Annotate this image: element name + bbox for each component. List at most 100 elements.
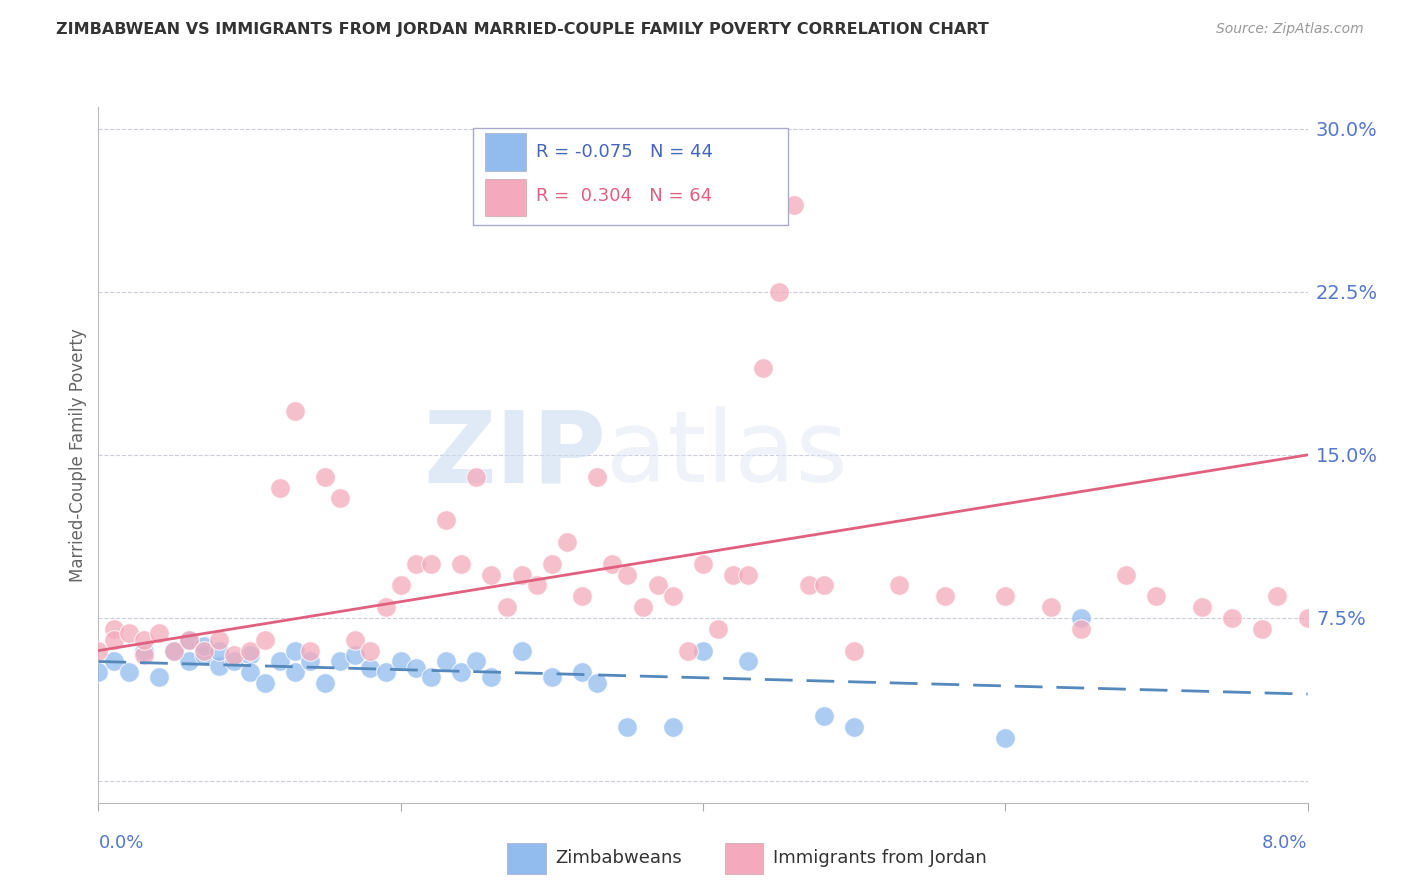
Text: R = -0.075   N = 44: R = -0.075 N = 44 [536, 143, 713, 161]
Point [707, 622, 730, 636]
Point [631, 600, 654, 615]
Text: ZIP: ZIP [423, 407, 606, 503]
Point [344, 648, 367, 662]
Text: 0.0%: 0.0% [98, 834, 143, 852]
Point [768, 285, 790, 299]
Text: Immigrants from Jordan: Immigrants from Jordan [773, 849, 987, 867]
FancyBboxPatch shape [508, 843, 546, 874]
Point [344, 632, 367, 647]
Point [359, 643, 381, 657]
Point [465, 655, 488, 669]
Point [479, 567, 503, 582]
Point [389, 578, 412, 592]
Point [148, 626, 170, 640]
Point [616, 567, 638, 582]
Point [465, 469, 488, 483]
Point [813, 578, 835, 592]
Point [132, 632, 155, 647]
FancyBboxPatch shape [485, 178, 526, 216]
Point [419, 557, 441, 571]
Point [495, 600, 517, 615]
Point [419, 670, 441, 684]
Point [1070, 622, 1092, 636]
Point [314, 469, 336, 483]
Point [193, 643, 215, 657]
Point [661, 720, 683, 734]
Point [692, 557, 714, 571]
Point [616, 720, 638, 734]
Point [1220, 611, 1243, 625]
Point [405, 557, 427, 571]
Point [208, 643, 231, 657]
Y-axis label: Married-Couple Family Poverty: Married-Couple Family Poverty [69, 328, 87, 582]
Point [661, 589, 683, 603]
Point [723, 567, 745, 582]
Point [1115, 567, 1137, 582]
Point [374, 600, 396, 615]
Point [889, 578, 911, 592]
Point [1251, 622, 1274, 636]
Point [450, 665, 472, 680]
Point [329, 491, 352, 506]
Point [239, 648, 262, 662]
Point [284, 404, 307, 418]
Point [118, 626, 141, 640]
Point [224, 648, 246, 662]
Point [284, 665, 307, 680]
Text: atlas: atlas [606, 407, 848, 503]
Point [163, 643, 186, 657]
Point [647, 578, 669, 592]
Point [284, 643, 307, 657]
Point [208, 658, 231, 673]
Point [103, 622, 125, 636]
Text: R =  0.304   N = 64: R = 0.304 N = 64 [536, 187, 713, 205]
Point [571, 665, 593, 680]
Point [329, 655, 352, 669]
Point [87, 665, 110, 680]
Point [239, 665, 262, 680]
Point [179, 632, 201, 647]
FancyBboxPatch shape [474, 128, 787, 226]
Point [844, 643, 866, 657]
FancyBboxPatch shape [724, 843, 763, 874]
Point [797, 578, 820, 592]
Point [555, 534, 578, 549]
Point [540, 670, 562, 684]
Point [103, 632, 125, 647]
Point [813, 708, 835, 723]
Point [314, 676, 336, 690]
Point [737, 655, 759, 669]
Point [253, 676, 276, 690]
Point [1070, 611, 1092, 625]
Point [450, 557, 472, 571]
Point [1039, 600, 1062, 615]
Point [540, 557, 562, 571]
Point [148, 670, 170, 684]
Point [179, 655, 201, 669]
Point [269, 481, 291, 495]
Point [359, 661, 381, 675]
Point [405, 661, 427, 675]
Text: Zimbabweans: Zimbabweans [555, 849, 682, 867]
Point [269, 655, 291, 669]
Point [1144, 589, 1167, 603]
Point [602, 557, 624, 571]
Point [782, 198, 804, 212]
Point [479, 670, 503, 684]
Point [299, 655, 322, 669]
Point [994, 589, 1017, 603]
Point [163, 643, 186, 657]
Point [692, 643, 714, 657]
Point [737, 567, 759, 582]
Point [118, 665, 141, 680]
Point [208, 632, 231, 647]
Point [434, 513, 457, 527]
Point [676, 643, 699, 657]
Point [994, 731, 1017, 745]
Point [224, 655, 246, 669]
Point [179, 632, 201, 647]
Point [87, 643, 110, 657]
Point [526, 578, 548, 592]
Point [434, 655, 457, 669]
Point [193, 639, 215, 653]
